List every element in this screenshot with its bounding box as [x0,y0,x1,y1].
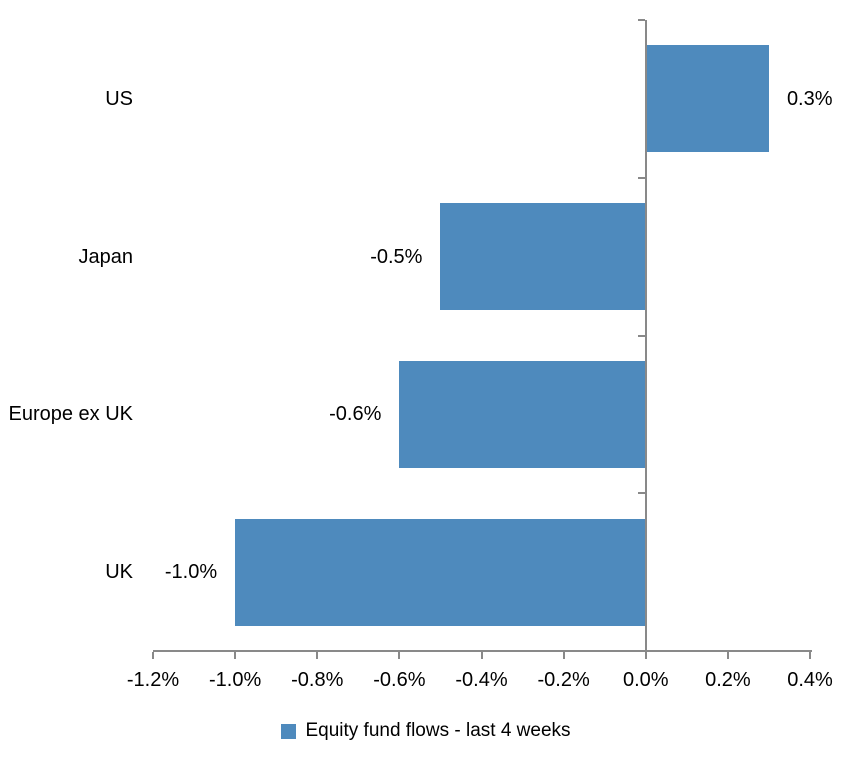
legend: Equity fund flows - last 4 weeks [0,716,852,746]
x-axis-tick [152,652,154,659]
data-label: -0.6% [329,403,382,426]
x-axis-tick-label: -0.8% [291,669,344,691]
legend-swatch [281,723,297,739]
x-axis-tick-label: 0.4% [787,669,833,691]
x-axis-tick [398,652,401,659]
bar-japan [440,203,646,311]
x-axis-tick-label: -1.0% [209,669,262,691]
category-label: Japan [78,245,134,268]
bar-us [645,45,769,153]
y-axis-tick [637,176,645,179]
x-axis-line [153,650,812,652]
x-axis-tick [316,652,319,659]
legend-label: Equity fund flows - last 4 weeks [305,720,571,741]
bar-europe-ex-uk [399,360,646,468]
x-axis-tick-label: 0.2% [705,669,751,691]
bar-uk [235,518,646,626]
y-axis-line [644,20,647,652]
x-axis-tick [644,652,647,659]
x-axis-tick-label: -0.2% [537,669,590,691]
x-axis-tick-label: -1.2% [126,669,180,691]
x-axis-tick-label: -0.6% [373,669,426,691]
x-axis-tick [234,652,237,659]
y-axis-tick [637,19,645,21]
data-label: -1.0% [164,561,218,584]
x-axis-tick [562,652,565,659]
x-axis-tick [809,652,811,659]
x-axis-tick [480,652,483,659]
data-label: 0.3% [786,87,833,110]
y-axis-tick [637,492,645,495]
x-axis-tick [726,652,729,659]
category-label: Europe ex UK [8,403,133,426]
category-label: US [105,87,133,110]
x-axis-tick-label: 0.0% [622,669,669,691]
x-axis-tick-label: -0.4% [455,669,508,691]
data-label: -0.5% [370,245,423,268]
y-axis-tick [637,334,645,337]
category-label: UK [105,561,133,584]
